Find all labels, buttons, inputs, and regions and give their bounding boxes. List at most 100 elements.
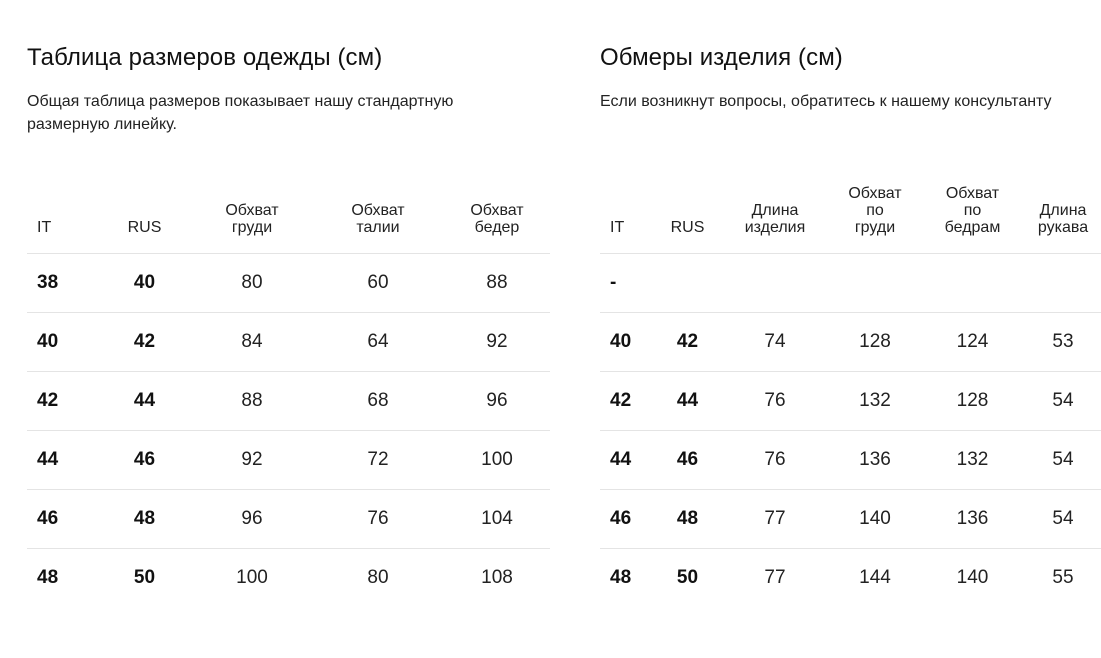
size-chart-description: Общая таблица размеров показывает нашу с… [27,90,453,136]
cell-chest: 88 [192,371,312,431]
table-row: 46 48 96 76 104 [27,489,550,549]
header-label-line: Обхват [225,202,279,219]
cell-hips: 140 [956,567,989,588]
cell-rus: 44 [97,371,192,431]
header-hip-girth: Обхват по бедрам [920,158,1025,254]
cell-length [720,253,830,313]
header-label-line: по [866,202,884,219]
cell-it: - [600,253,655,313]
table-row: 42 44 88 68 96 [27,371,550,431]
table-row: 42 44 76 132 128 54 [600,371,1101,431]
header-label-line: Длина [751,202,799,219]
header-chest-girth: Обхват груди [192,158,312,254]
header-label-line: груди [854,219,896,236]
cell-sleeve: 53 [1025,312,1101,372]
cell-hips [920,253,1025,313]
header-it-label: IT [610,219,625,236]
table-row: - [600,253,1101,313]
cell-it: 42 [600,371,655,431]
header-label-line: Длина [1039,202,1087,219]
header-it: IT [600,158,655,254]
header-it: IT [27,158,97,254]
cell-rus: 48 [655,489,720,549]
cell-it: 38 [27,253,97,313]
cell-chest: 96 [192,489,312,549]
header-rus-label: RUS [127,219,162,236]
cell-it: 46 [27,489,97,549]
cell-it: 44 [27,430,97,490]
measurements-table: IT RUS Длина изделия Обхват по груди Обхват… [600,158,1101,607]
cell-length: 77 [720,489,830,549]
size-chart-header-row: IT RUS Обхват груди Обхват талии Обхват бед… [27,158,550,254]
cell-sleeve: 55 [1052,567,1074,588]
cell-it: 46 [600,489,655,549]
cell-sleeve: 54 [1025,430,1101,490]
cell-rus: 40 [97,253,192,313]
table-row: 48 50 77 144 140 55 [600,549,1101,608]
header-label-line: груди [231,219,273,236]
cell-hips: 96 [444,371,550,431]
cell-chest: 84 [192,312,312,372]
cell-it: 40 [27,312,97,372]
size-chart-table: IT RUS Обхват груди Обхват талии Обхват бед… [27,158,550,607]
cell-length: 77 [764,567,786,588]
cell-chest: 136 [830,430,920,490]
size-chart-description-line2: размерную линейку. [27,116,177,133]
table-row: 48 50 100 80 108 [27,549,550,608]
table-row: 44 46 92 72 100 [27,430,550,490]
header-it-label: IT [37,219,52,236]
header-label-line: бедер [474,219,520,236]
measurements-description: Если возникнут вопросы, обратитесь к наш… [600,93,1052,110]
measurements-title: Обмеры изделия (см) [600,44,843,71]
table-row: 40 42 74 128 124 53 [600,312,1101,372]
cell-sleeve: 54 [1025,371,1101,431]
table-row: 46 48 77 140 136 54 [600,489,1101,549]
header-label-line: талии [356,219,400,236]
cell-rus: 42 [655,312,720,372]
header-garment-length: Длина изделия [720,158,830,254]
cell-rus: 46 [655,430,720,490]
cell-hips: 136 [920,489,1025,549]
measurements-header-row: IT RUS Длина изделия Обхват по груди Обхват… [600,158,1101,254]
cell-hips: 124 [920,312,1025,372]
cell-hips: 100 [444,430,550,490]
cell-rus: 42 [97,312,192,372]
cell-waist: 68 [312,371,444,431]
header-waist-girth: Обхват талии [312,158,444,254]
cell-rus: 50 [133,567,156,588]
header-label-line: по [963,202,982,219]
header-rus: RUS [97,158,192,254]
measurements-panel: Обмеры изделия (см) Если возникнут вопро… [600,40,1101,588]
cell-chest: 100 [236,567,268,588]
table-row: 40 42 84 64 92 [27,312,550,372]
cell-sleeve: 54 [1025,489,1101,549]
table-row: 38 40 80 60 88 [27,253,550,313]
header-label-line: бедрам [944,219,1001,236]
cell-length: 76 [720,430,830,490]
cell-chest: 144 [859,567,891,588]
cell-it: 48 [37,567,59,588]
header-chest-girth: Обхват по груди [830,158,920,254]
cell-chest: 80 [192,253,312,313]
table-row: 44 46 76 136 132 54 [600,430,1101,490]
cell-it: 48 [610,567,632,588]
cell-chest: 140 [830,489,920,549]
header-rus-label: RUS [670,219,705,236]
header-label-line: Обхват [351,202,405,219]
cell-it: 42 [27,371,97,431]
cell-it: 40 [600,312,655,372]
header-label-line: Обхват [470,202,524,219]
cell-hips: 92 [444,312,550,372]
cell-rus: 44 [655,371,720,431]
cell-waist: 64 [312,312,444,372]
cell-hips: 128 [920,371,1025,431]
cell-chest: 92 [192,430,312,490]
cell-rus: 50 [676,567,699,588]
size-chart-panel: Таблица размеров одежды (см) Общая табли… [27,40,550,588]
cell-hips: 132 [920,430,1025,490]
header-sleeve-length: Длина рукава [1025,158,1101,254]
header-rus: RUS [655,158,720,254]
size-chart-description-line1: Общая таблица размеров показывает нашу с… [27,93,454,110]
cell-waist: 60 [312,253,444,313]
